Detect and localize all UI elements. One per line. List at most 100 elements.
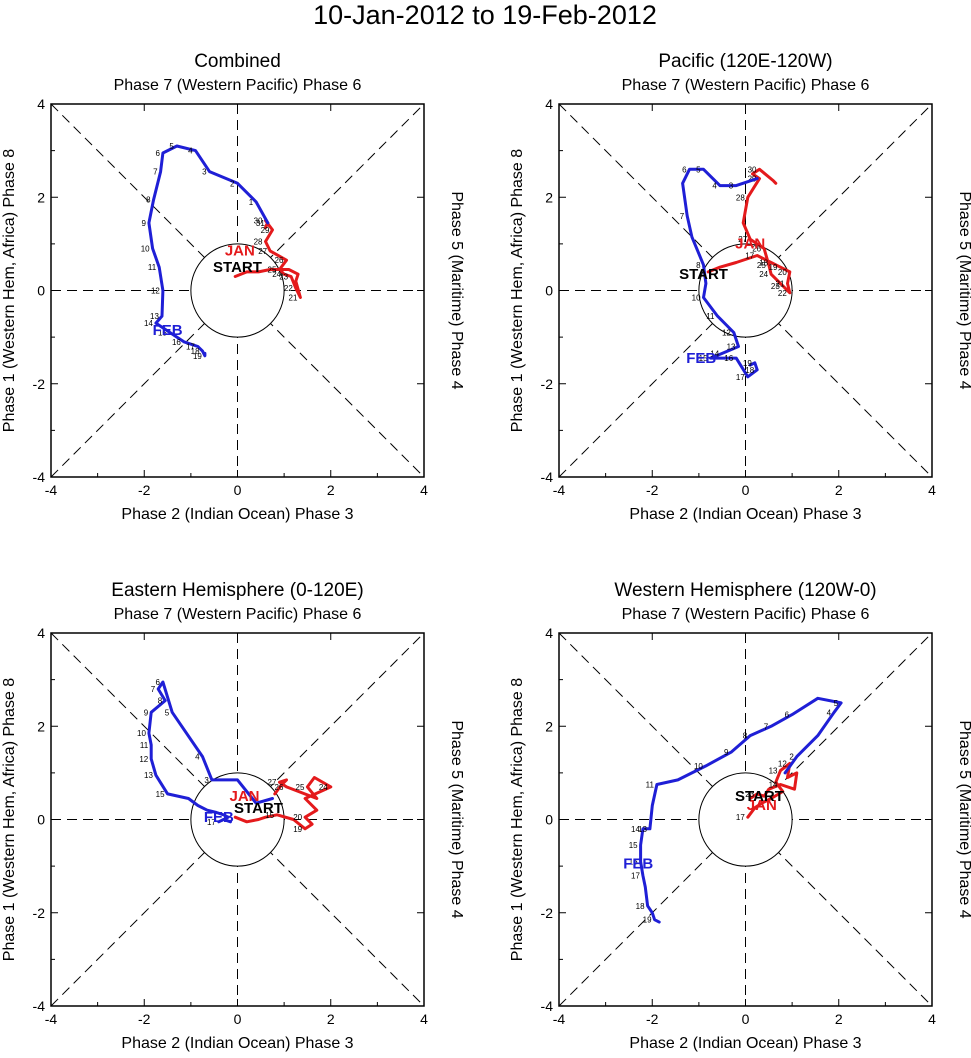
bottom-axis-label: Phase 2 (Indian Ocean) Phase 3 <box>629 1035 861 1052</box>
day-point-label: 17 <box>207 818 216 827</box>
panel-title: Eastern Hemisphere (0-120E) <box>111 580 363 601</box>
day-point-label: 27 <box>258 247 267 256</box>
day-point-label: 14 <box>631 825 640 834</box>
day-point-label: 15 <box>156 790 165 799</box>
top-axis-label: Phase 7 (Western Pacific) Phase 6 <box>114 606 362 623</box>
start-label: START <box>213 259 262 276</box>
series-line-feb <box>147 144 270 358</box>
day-point-label: 6 <box>155 678 160 687</box>
day-point-label: 10 <box>141 245 150 254</box>
day-point-label: 4 <box>827 708 832 717</box>
right-axis-label: Phase 5 (Maritime) Phase 4 <box>448 720 465 918</box>
day-point-label: 22 <box>284 284 293 293</box>
x-tick-label: 2 <box>327 482 335 498</box>
day-point-label: 25 <box>268 266 277 275</box>
day-point-label: 17 <box>736 373 745 382</box>
day-point-label: 9 <box>141 219 146 228</box>
y-tick-label: -2 <box>541 376 554 392</box>
day-point-label: 27 <box>738 235 747 244</box>
day-point-label: 24 <box>272 270 281 279</box>
day-point-label: 13 <box>638 825 647 834</box>
day-point-label: 3 <box>202 168 207 177</box>
right-axis-label: Phase 5 (Maritime) Phase 4 <box>956 191 971 389</box>
y-tick-label: 2 <box>37 189 45 205</box>
day-point-label: 25 <box>296 783 305 792</box>
month-label-feb: FEB <box>623 855 653 872</box>
y-tick-label: -2 <box>33 376 46 392</box>
x-tick-label: -2 <box>646 482 659 498</box>
start-label: START <box>679 266 728 283</box>
day-point-label: 13 <box>769 767 778 776</box>
day-point-label: 15 <box>265 811 274 820</box>
start-label: START <box>234 800 283 817</box>
day-point-label: 2 <box>789 753 794 762</box>
x-tick-label: -2 <box>138 1011 151 1027</box>
day-point-label: 19 <box>293 825 302 834</box>
x-tick-label: -4 <box>45 1011 58 1027</box>
y-tick-label: 0 <box>37 283 45 299</box>
day-point-label: 10 <box>137 729 146 738</box>
day-point-label: 11 <box>646 781 655 790</box>
day-point-label: 19 <box>769 263 778 272</box>
top-axis-label: Phase 7 (Western Pacific) Phase 6 <box>622 77 870 94</box>
day-point-label: 4 <box>195 753 200 762</box>
x-tick-label: -2 <box>646 1011 659 1027</box>
top-axis-label: Phase 7 (Western Pacific) Phase 6 <box>622 606 870 623</box>
day-point-label: 16 <box>172 338 181 347</box>
day-point-label: 18 <box>191 347 200 356</box>
month-label-jan: JAN <box>747 797 777 814</box>
panel-title: Pacific (120E-120W) <box>658 51 832 72</box>
left-axis-label: Phase 1 (Western Hem, Africa) Phase 8 <box>1 678 18 961</box>
day-point-label: 24 <box>319 783 328 792</box>
day-point-label: 11 <box>148 263 157 272</box>
day-point-label: 12 <box>151 287 160 296</box>
x-tick-label: -2 <box>138 482 151 498</box>
day-point-label: 3 <box>729 182 734 191</box>
y-tick-label: 0 <box>37 812 45 828</box>
top-axis-label: Phase 7 (Western Pacific) Phase 6 <box>114 77 362 94</box>
day-point-label: 17 <box>745 252 754 261</box>
month-label-jan: JAN <box>225 243 255 260</box>
chart-panel-1: Combined Phase 7 (Western Pacific) Phase … <box>1 51 465 523</box>
y-tick-label: 4 <box>545 625 553 641</box>
panels: Combined Phase 7 (Western Pacific) Phase … <box>1 51 971 1052</box>
day-point-label: 15 <box>699 354 708 363</box>
panel-title: Western Hemisphere (120W-0) <box>614 580 876 601</box>
day-point-label: 11 <box>706 312 715 321</box>
day-point-label: 5 <box>834 699 839 708</box>
chart-panel-2: Pacific (120E-120W) Phase 7 (Western Paci… <box>509 51 971 523</box>
y-tick-label: -4 <box>33 998 46 1014</box>
y-tick-label: 0 <box>545 283 553 299</box>
day-point-label: 12 <box>139 755 148 764</box>
day-point-label: 7 <box>764 722 769 731</box>
y-tick-label: -2 <box>33 905 46 921</box>
month-label-feb: FEB <box>204 809 234 826</box>
x-tick-label: 0 <box>742 1011 750 1027</box>
day-point-label: 17 <box>736 813 745 822</box>
day-point-label: 7 <box>151 685 156 694</box>
month-label-jan: JAN <box>229 788 259 805</box>
month-label-feb: FEB <box>686 350 716 367</box>
series-line-jan <box>706 167 792 295</box>
day-point-label: 15 <box>629 841 638 850</box>
day-point-label: 30 <box>254 217 263 226</box>
y-tick-label: -4 <box>33 469 46 485</box>
x-tick-label: -4 <box>553 482 566 498</box>
day-point-label: 8 <box>158 697 163 706</box>
y-tick-label: 4 <box>37 625 45 641</box>
day-point-label: 5 <box>169 142 174 151</box>
day-point-label: 20 <box>293 813 302 822</box>
left-axis-label: Phase 1 (Western Hem, Africa) Phase 8 <box>509 149 526 432</box>
day-point-label: 20 <box>778 268 787 277</box>
y-tick-label: 2 <box>545 189 553 205</box>
day-point-label: 16 <box>724 354 733 363</box>
day-point-label: 30 <box>748 165 757 174</box>
day-point-label: 10 <box>694 762 703 771</box>
right-axis-label: Phase 5 (Maritime) Phase 4 <box>956 720 971 918</box>
day-point-label: 17 <box>631 871 640 880</box>
day-point-label: 29 <box>261 226 270 235</box>
chart-panel-3: Eastern Hemisphere (0-120E) Phase 7 (West… <box>1 580 465 1052</box>
day-point-label: 26 <box>275 783 284 792</box>
day-point-label: 5 <box>165 708 170 717</box>
day-point-label: 12 <box>778 760 787 769</box>
